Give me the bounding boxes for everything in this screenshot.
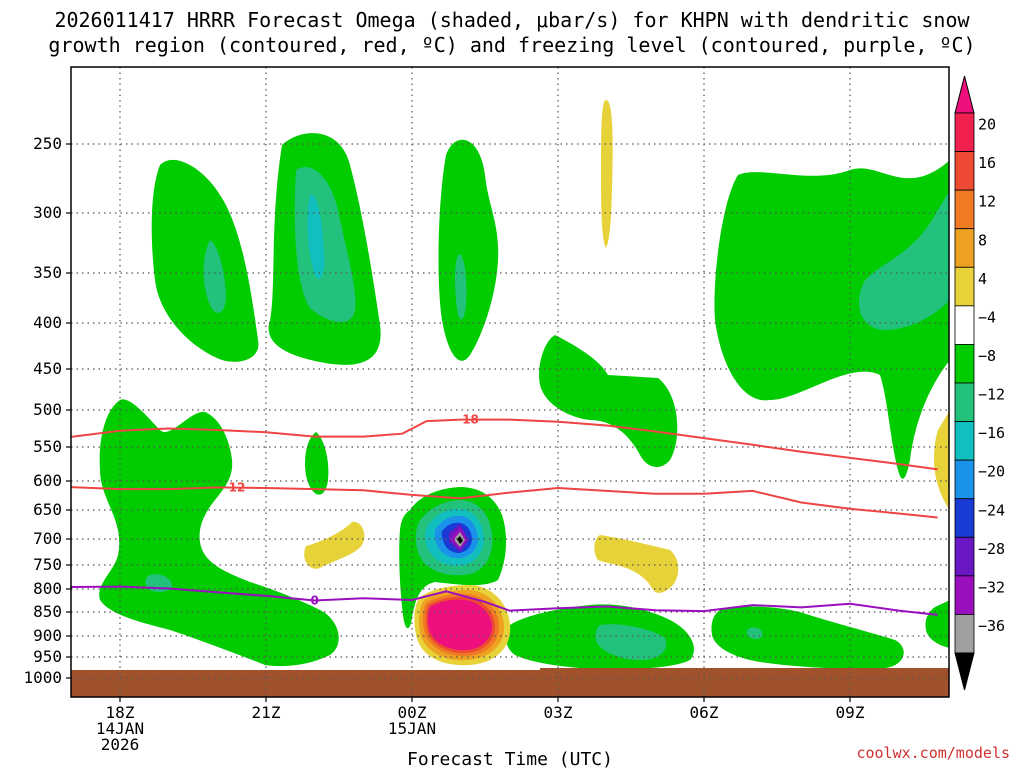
- omega-region-01z-lower-magenta: [427, 599, 492, 651]
- omega-region-upper-left-core: [203, 240, 226, 313]
- colorbar-label: −32: [978, 578, 1005, 596]
- colorbar-swatch: [954, 305, 975, 345]
- x-tick-label: 03Z: [544, 703, 573, 722]
- omega-region-23z-yellow: [304, 521, 365, 569]
- x-tick-label: 00Z: [398, 703, 427, 722]
- colorbar-swatch: [954, 382, 975, 422]
- y-tick-label: 750: [33, 555, 62, 574]
- omega-region-22z-upper-cyan: [307, 194, 325, 279]
- colorbar-swatch: [954, 151, 975, 191]
- omega-region-01z-upper-core: [454, 254, 467, 320]
- y-tick-label: 300: [33, 203, 62, 222]
- y-tick-label: 650: [33, 500, 62, 519]
- omega-region-03z-mid: [539, 335, 678, 467]
- colorbar-swatch: [954, 498, 975, 538]
- colorbar-swatch: [954, 459, 975, 500]
- y-tick-label: 550: [33, 437, 62, 456]
- y-tick-label: 350: [33, 263, 62, 282]
- omega-region-right-edge-lower: [925, 600, 949, 648]
- colorbar-label: 12: [978, 193, 996, 211]
- omega-region-05z-teal: [595, 624, 667, 660]
- x-axis-label: Forecast Time (UTC): [407, 749, 613, 768]
- y-tick-label: 900: [33, 626, 62, 645]
- x-tick-year: 2026: [101, 735, 140, 754]
- colorbar-swatch: [954, 189, 975, 230]
- colorbar: 20 16 12 8 4 −4 −8 −12 −16 −20 −24 −28 −32 −36: [954, 75, 1005, 691]
- colorbar-label: −24: [978, 501, 1005, 519]
- colorbar-label: −16: [978, 424, 1005, 442]
- omega-region-00z-core-black: [457, 536, 463, 544]
- colorbar-swatch: [954, 112, 975, 152]
- omega-region-04z-lower-yellow: [594, 535, 679, 593]
- x-tick-date: 14JAN: [96, 719, 144, 738]
- y-tick-label: 600: [33, 471, 62, 490]
- y-tick-label: 450: [33, 359, 62, 378]
- chart-title-line-2: growth region (contoured, red, ºC) and f…: [48, 33, 975, 57]
- y-tick-label: 950: [33, 647, 62, 666]
- contour-lines: −18 −12 0: [71, 413, 938, 616]
- omega-region-07z-lower: [711, 606, 904, 669]
- contour-label-freezing: 0: [310, 594, 318, 608]
- y-tick-label: 700: [33, 529, 62, 548]
- colorbar-label: −4: [978, 308, 996, 326]
- colorbar-swatch: [954, 421, 975, 461]
- gridlines: [71, 67, 949, 697]
- omega-region-right-teal: [859, 191, 949, 330]
- colorbar-swatch: [954, 344, 975, 384]
- contour-label-dgz_upper: −18: [452, 413, 479, 427]
- plot-frame: [70, 66, 950, 698]
- x-tick-label: 06Z: [690, 703, 719, 722]
- colorbar-swatch: [954, 614, 975, 654]
- contour-line-freezing: [71, 585, 938, 616]
- x-tick-label: 18Z: [106, 703, 135, 722]
- colorbar-label: 16: [978, 154, 996, 172]
- y-tick-label: 400: [33, 313, 62, 332]
- credit-text: coolwx.com/models: [856, 744, 1010, 762]
- colorbar-label: −36: [978, 617, 1005, 635]
- contour-label-dgz_lower: −12: [219, 481, 246, 495]
- colorbar-label: 8: [978, 231, 987, 249]
- omega-region-left-lower: [99, 399, 339, 667]
- x-tick-date: 15JAN: [388, 719, 436, 738]
- colorbar-label: −12: [978, 386, 1005, 404]
- y-tick-label: 500: [33, 400, 62, 419]
- colorbar-swatch: [954, 536, 975, 577]
- omega-region-right-upper: [714, 160, 949, 479]
- contour-line-dgz_upper: [71, 418, 938, 471]
- omega-region-04z-yellow: [601, 100, 613, 248]
- x-tick-label: 09Z: [836, 703, 865, 722]
- colorbar-swatch: [954, 575, 975, 615]
- y-tick-label: 800: [33, 579, 62, 598]
- colorbar-label: 20: [978, 116, 996, 134]
- chart-title-line-1: 2026011417 HRRR Forecast Omega (shaded, …: [54, 8, 970, 32]
- colorbar-swatch: [954, 266, 975, 307]
- y-axis-ticks: 250 300 350 400 450 500 550 600 650 700 750 800 850 9…: [23, 134, 71, 687]
- plot-area: −18 −12 0: [71, 67, 949, 697]
- colorbar-label: −28: [978, 540, 1005, 558]
- y-tick-label: 250: [33, 134, 62, 153]
- y-tick-label: 1000: [23, 668, 62, 687]
- y-tick-label: 850: [33, 602, 62, 621]
- colorbar-label: 4: [978, 270, 987, 288]
- contour-line-dgz_lower: [71, 486, 938, 519]
- omega-region-22z-mid: [304, 432, 329, 495]
- colorbar-top-arrow: [954, 75, 975, 114]
- colorbar-swatch: [954, 228, 975, 268]
- ground-top-edge: [71, 668, 949, 675]
- omega-region-1030z-yellow: [934, 411, 949, 509]
- colorbar-label: −20: [978, 463, 1005, 481]
- x-tick-label: 21Z: [252, 703, 281, 722]
- omega-region-01z-upper: [438, 139, 499, 361]
- colorbar-label: −8: [978, 347, 996, 365]
- colorbar-bottom-arrow: [954, 652, 975, 691]
